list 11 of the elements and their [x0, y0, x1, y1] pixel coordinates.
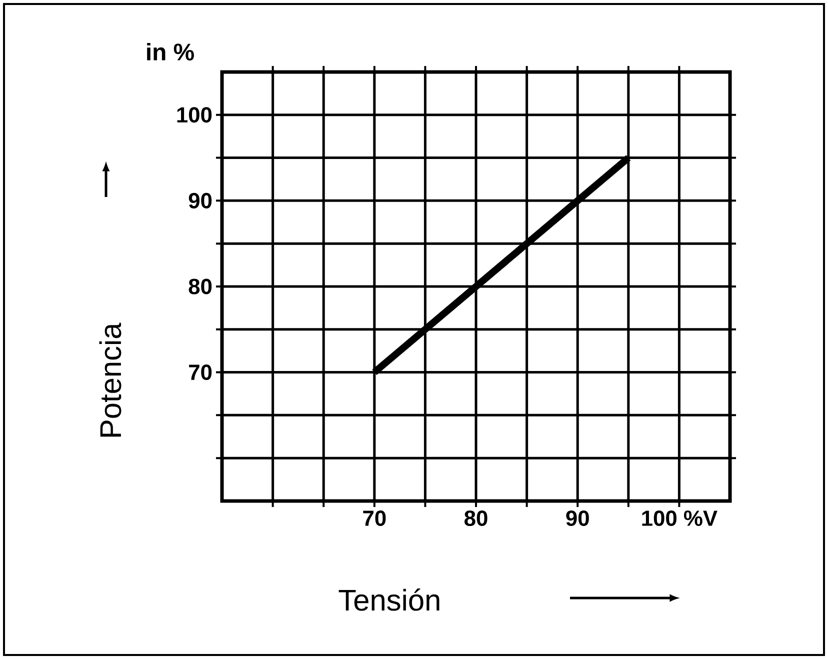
x-tick-label: 70 [363, 510, 386, 526]
x-tick-label: 90 [566, 510, 589, 526]
y-tick-label: 70 [189, 364, 212, 380]
text: in % [147, 42, 194, 60]
x-tick-label: 80 [464, 510, 488, 526]
x-axis-title: Tensión [338, 588, 440, 611]
y-tick-label: 90 [188, 192, 212, 208]
y-axis-title: Potencia [99, 322, 122, 437]
y-tick-label: 80 [188, 278, 212, 294]
y-tick-label: 100 [177, 107, 212, 123]
x-tick-label: 100 %V [642, 510, 718, 526]
